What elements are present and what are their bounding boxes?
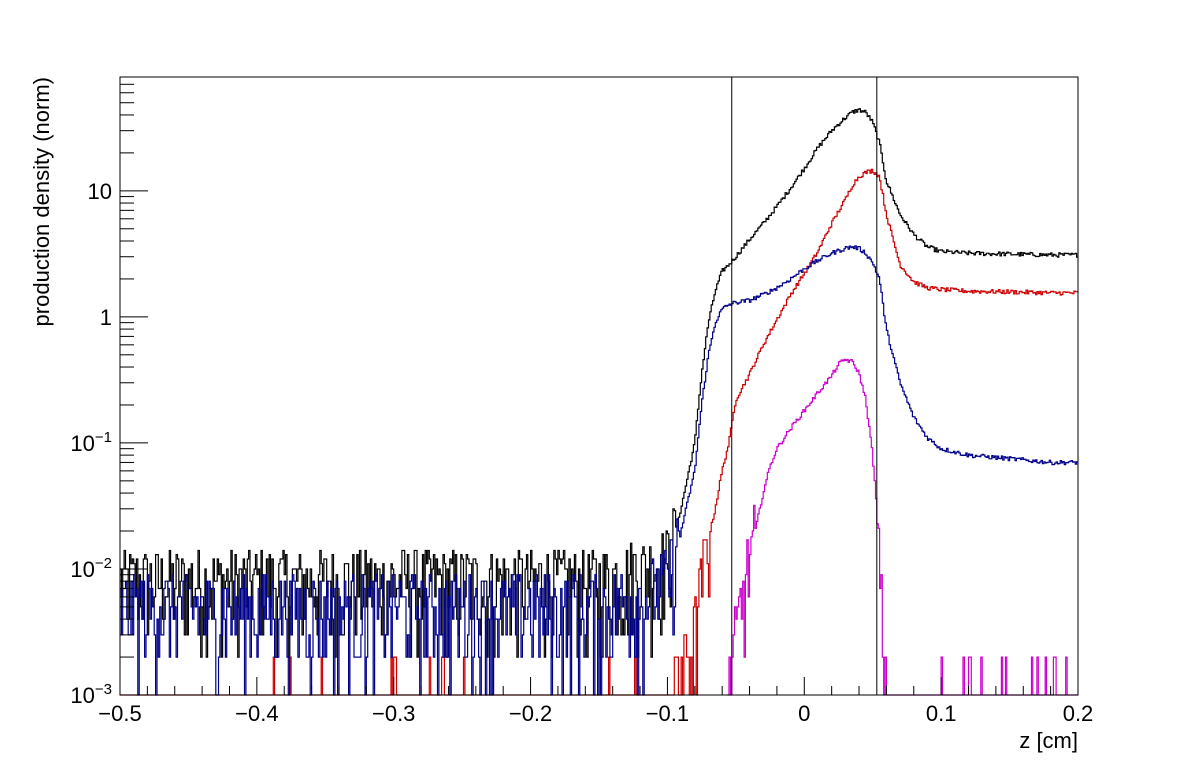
y-tick-label: 1 bbox=[100, 305, 112, 330]
plot-frame bbox=[119, 76, 1079, 696]
y-tick-label: 10 bbox=[88, 179, 112, 204]
x-tick-label: 0.1 bbox=[926, 701, 957, 726]
y-tick-label: 10−2 bbox=[70, 555, 112, 582]
x-tick-label: −0.5 bbox=[98, 701, 141, 726]
y-tick-label: 10−3 bbox=[70, 681, 112, 708]
x-tick-label: −0.1 bbox=[646, 701, 689, 726]
x-tick-label: 0.2 bbox=[1063, 701, 1094, 726]
y-tick-label: 10−1 bbox=[70, 429, 112, 456]
x-axis-title: z [cm] bbox=[1019, 728, 1078, 753]
y-axis-title: production density (norm) bbox=[29, 77, 54, 326]
x-tick-label: −0.3 bbox=[372, 701, 415, 726]
y-axis: 10−3 10−2 10−1 1 10 bbox=[70, 76, 148, 708]
x-tick-label: −0.2 bbox=[509, 701, 552, 726]
series-line-1 bbox=[120, 108, 1078, 658]
vertical-lines bbox=[731, 77, 878, 695]
x-axis: −0.5 −0.4 −0.3 −0.2 −0.1 0 0.1 0.2 bbox=[98, 677, 1093, 726]
x-tick-label: −0.4 bbox=[235, 701, 278, 726]
series-line-3 bbox=[120, 245, 1078, 696]
x-tick-label: 0 bbox=[798, 701, 810, 726]
